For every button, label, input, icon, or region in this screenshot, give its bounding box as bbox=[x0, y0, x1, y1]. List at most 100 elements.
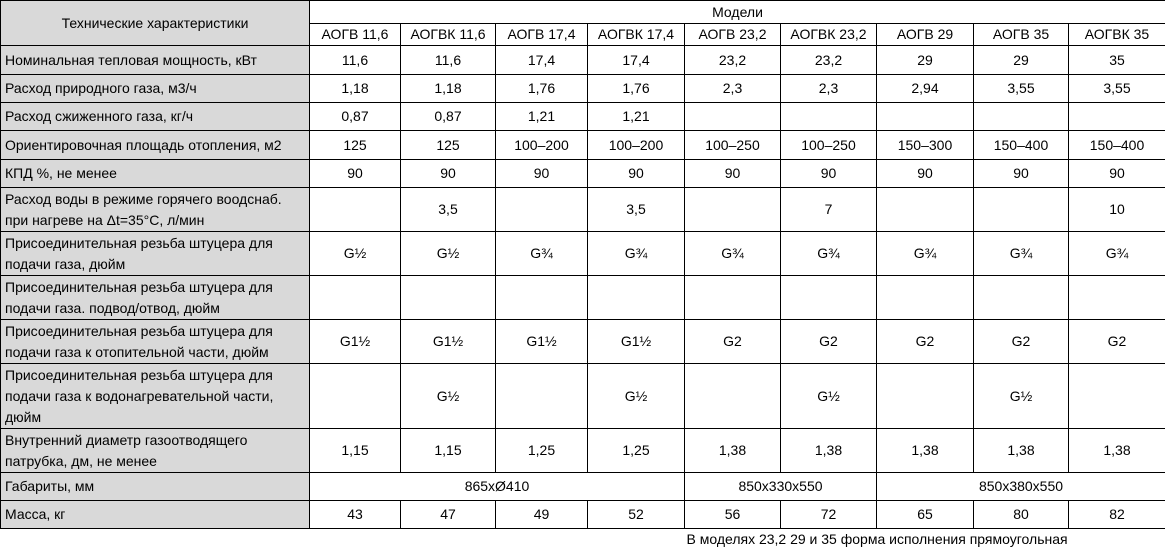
row-label: Внутренний диаметр газоотводящего патруб… bbox=[0, 428, 310, 473]
footnote: В моделях 23,2 29 и 35 форма исполнения … bbox=[686, 531, 1068, 548]
table-cell bbox=[309, 187, 401, 232]
table-cell: 1,25 bbox=[587, 428, 685, 473]
table-cell: 90 bbox=[973, 159, 1069, 188]
table-cell bbox=[876, 187, 974, 232]
row-label: Присоединительная резьба штуцера для под… bbox=[0, 231, 310, 276]
table-cell: G2 bbox=[1067, 319, 1165, 364]
table-cell: G½ bbox=[780, 363, 877, 429]
table-cell: 1,38 bbox=[1067, 428, 1165, 473]
dimensions-group: 850x380x550 bbox=[875, 472, 1165, 501]
table-cell: G¾ bbox=[876, 231, 974, 276]
table-cell: 0,87 bbox=[309, 102, 401, 131]
table-cell: 29 bbox=[876, 45, 974, 75]
table-cell bbox=[684, 363, 781, 429]
table-cell bbox=[495, 275, 588, 320]
note-row: В моделях 23,2 29 и 35 форма исполнения … bbox=[0, 528, 1165, 551]
header-model: АОГВ 29 bbox=[876, 23, 974, 46]
table-cell: G½ bbox=[400, 363, 496, 429]
table-cell: 1,76 bbox=[587, 74, 685, 103]
header-model: АОГВК 11,6 bbox=[400, 23, 496, 46]
table-cell: 2,3 bbox=[684, 74, 781, 103]
table-cell bbox=[973, 275, 1069, 320]
header-model: АОГВ 11,6 bbox=[309, 23, 401, 46]
header-title: Технические характеристики bbox=[0, 0, 310, 46]
table-cell bbox=[587, 275, 685, 320]
row-label: Ориентировочная площадь отопления, м2 bbox=[0, 130, 310, 160]
table-cell: G¾ bbox=[495, 231, 588, 276]
table-cell: 1,21 bbox=[587, 102, 685, 131]
table-cell bbox=[400, 275, 496, 320]
table-cell: G¾ bbox=[684, 231, 781, 276]
table-cell: 17,4 bbox=[495, 45, 588, 75]
table-cell: 43 bbox=[309, 500, 401, 529]
table-cell: 3,55 bbox=[1067, 74, 1165, 103]
table-cell: 52 bbox=[587, 500, 685, 529]
header-model: АОГВК 35 bbox=[1067, 23, 1165, 46]
table-cell: 80 bbox=[973, 500, 1069, 529]
table-cell: 1,18 bbox=[309, 74, 401, 103]
table-cell bbox=[876, 102, 974, 131]
table-cell: 125 bbox=[400, 130, 496, 160]
table-cell: 3,5 bbox=[400, 187, 496, 232]
table-cell: G2 bbox=[973, 319, 1069, 364]
table-cell: 10 bbox=[1067, 187, 1165, 232]
table-cell: 150–400 bbox=[1067, 130, 1165, 160]
header-row-models: АОГВ 11,6 АОГВК 11,6 АОГВ 17,4 АОГВК 17,… bbox=[1, 23, 1165, 46]
row-label: КПД %, не менее bbox=[0, 159, 310, 188]
table-cell bbox=[309, 363, 401, 429]
table-row: Расход сжиженного газа, кг/ч 0,87 0,87 1,21… bbox=[0, 102, 1165, 131]
table-cell: G1½ bbox=[400, 319, 496, 364]
table-cell: 1,38 bbox=[876, 428, 974, 473]
table-cell bbox=[684, 102, 781, 131]
table-cell: 1,38 bbox=[684, 428, 781, 473]
table-cell bbox=[495, 187, 588, 232]
table-cell: 82 bbox=[1067, 500, 1165, 529]
table-cell: 1,38 bbox=[973, 428, 1069, 473]
row-label: Расход воды в режиме горячего воодснаб. … bbox=[0, 187, 310, 232]
table-cell: 23,2 bbox=[780, 45, 877, 75]
row-label: Расход сжиженного газа, кг/ч bbox=[0, 102, 310, 131]
table-cell bbox=[309, 275, 401, 320]
table-cell bbox=[1067, 275, 1165, 320]
table-row: Присоединительная резьба штуцера для под… bbox=[0, 231, 1165, 276]
table-cell: G1½ bbox=[309, 319, 401, 364]
table-cell bbox=[780, 102, 877, 131]
table-cell: 90 bbox=[587, 159, 685, 188]
table-cell: 1,18 bbox=[400, 74, 496, 103]
row-label: Номинальная тепловая мощность, кВт bbox=[0, 45, 310, 75]
table-cell bbox=[973, 187, 1069, 232]
table-cell: 7 bbox=[780, 187, 877, 232]
table-cell: G¾ bbox=[973, 231, 1069, 276]
table-cell: 72 bbox=[780, 500, 877, 529]
table-cell: 90 bbox=[400, 159, 496, 188]
header-models-label: Модели bbox=[308, 0, 1165, 24]
table-cell: 90 bbox=[495, 159, 588, 188]
table-cell: G½ bbox=[973, 363, 1069, 429]
table-cell: 1,25 bbox=[495, 428, 588, 473]
dimensions-group: 850x330x550 bbox=[684, 472, 877, 501]
table-cell bbox=[876, 275, 974, 320]
table-cell: 17,4 bbox=[587, 45, 685, 75]
table-cell: 125 bbox=[309, 130, 401, 160]
mass-label: Масса, кг bbox=[0, 500, 310, 529]
header-model: АОГВ 17,4 bbox=[495, 23, 588, 46]
table-cell bbox=[684, 187, 781, 232]
header-model: АОГВ 35 bbox=[973, 23, 1069, 46]
table-cell: G¾ bbox=[780, 231, 877, 276]
table-cell: 56 bbox=[684, 500, 781, 529]
table-cell: G¾ bbox=[1067, 231, 1165, 276]
table-cell: 100–250 bbox=[684, 130, 781, 160]
table-cell: 90 bbox=[309, 159, 401, 188]
table-cell: 100–200 bbox=[495, 130, 588, 160]
table-cell: 90 bbox=[1067, 159, 1165, 188]
row-label: Присоединительная резьба штуцера для под… bbox=[0, 319, 310, 364]
table-cell: G½ bbox=[587, 363, 685, 429]
dimensions-row: Габариты, мм 865xØ410 850x330x550 850x380x5… bbox=[0, 472, 1165, 501]
table-cell: G¾ bbox=[587, 231, 685, 276]
table-cell: 100–200 bbox=[587, 130, 685, 160]
table-cell: 90 bbox=[876, 159, 974, 188]
dimensions-label: Габариты, мм bbox=[0, 472, 310, 501]
table-cell: G2 bbox=[780, 319, 877, 364]
table-cell: 1,15 bbox=[309, 428, 401, 473]
row-label: Присоединительная резьба штуцера для под… bbox=[0, 275, 310, 320]
